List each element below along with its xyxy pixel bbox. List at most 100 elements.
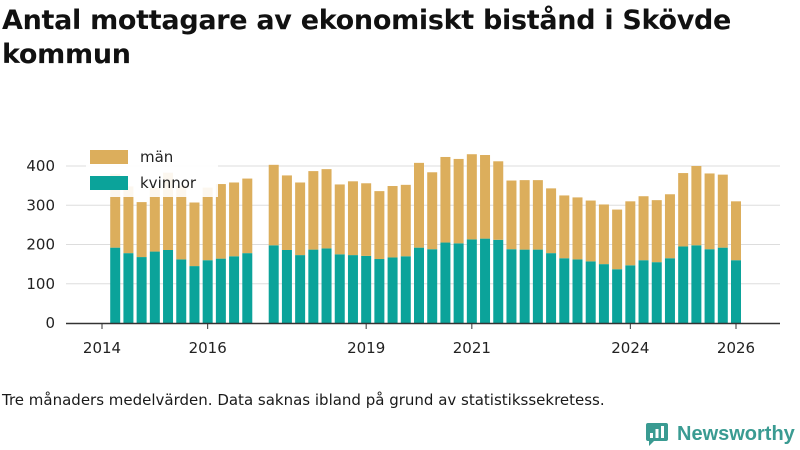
bar-kvinnor — [123, 253, 134, 323]
bar-kvinnor — [215, 258, 226, 323]
bar-kvinnor — [440, 242, 451, 323]
bar-man — [559, 195, 570, 259]
bar-man — [163, 172, 174, 250]
bar-man — [664, 194, 675, 259]
bar-man — [572, 197, 583, 260]
legend-label: kvinnor — [140, 174, 197, 192]
bar-kvinnor — [427, 249, 438, 323]
bar-kvinnor — [361, 255, 372, 323]
bar-man — [519, 180, 530, 250]
bar-kvinnor — [532, 249, 543, 323]
bar-man — [691, 166, 702, 246]
bar-man — [598, 204, 609, 265]
bar-kvinnor — [202, 260, 213, 323]
bar-man — [731, 201, 741, 261]
bar-kvinnor — [453, 243, 464, 323]
legend-label: män — [140, 148, 173, 166]
bar-kvinnor — [295, 255, 306, 323]
bar-kvinnor — [678, 246, 689, 323]
bar-man — [361, 183, 372, 256]
bar-kvinnor — [136, 257, 147, 323]
bar-man — [149, 187, 160, 252]
brand-name: Newsworthy — [677, 422, 795, 445]
x-tick-label: 2014 — [83, 339, 121, 357]
bar-man — [546, 188, 557, 254]
bar-kvinnor — [612, 269, 623, 323]
chart-title: Antal mottagare av ekonomiskt bistånd i … — [2, 5, 732, 70]
bar-kvinnor — [651, 262, 662, 323]
x-tick-label: 2021 — [453, 339, 491, 357]
bar-kvinnor — [308, 249, 319, 323]
bar-kvinnor — [506, 249, 517, 323]
bar-kvinnor — [598, 264, 609, 323]
newsworthy-brand[interactable]: Newsworthy — [645, 420, 795, 448]
bar-man — [136, 202, 147, 258]
bar-kvinnor — [387, 257, 398, 323]
bar-man — [612, 209, 623, 270]
bar-kvinnor — [347, 255, 358, 323]
bar-man — [110, 173, 121, 248]
x-tick-label: 2026 — [717, 339, 755, 357]
bar-kvinnor — [664, 258, 675, 323]
bar-kvinnor — [149, 251, 160, 323]
bar-kvinnor — [493, 239, 504, 323]
bar-kvinnor — [717, 247, 728, 323]
bar-man — [678, 173, 689, 247]
bar-man — [493, 161, 504, 240]
bar-kvinnor — [546, 253, 557, 323]
bar-kvinnor — [625, 265, 636, 323]
bar-kvinnor — [400, 256, 411, 323]
bar-kvinnor — [466, 239, 477, 323]
bar-man — [321, 169, 332, 249]
bar-man — [532, 180, 543, 250]
legend-swatch — [90, 176, 128, 190]
bar-kvinnor — [638, 260, 649, 323]
x-tick-label: 2019 — [347, 339, 385, 357]
bar-man — [414, 162, 424, 248]
bar-man — [295, 182, 306, 256]
bar-man — [374, 191, 385, 260]
bar-kvinnor — [176, 259, 187, 323]
bar-man — [585, 200, 596, 262]
bar-man — [453, 158, 464, 244]
bar-kvinnor — [585, 261, 596, 323]
bar-man — [651, 200, 662, 263]
bar-man — [400, 184, 411, 257]
bar-man — [281, 175, 292, 250]
bar-man — [229, 182, 240, 257]
legend-swatch — [90, 150, 128, 164]
bar-kvinnor — [519, 249, 530, 323]
bar-man — [638, 196, 649, 261]
y-tick-label: 400 — [26, 157, 55, 175]
bar-kvinnor — [321, 248, 332, 323]
newsworthy-logo-icon — [646, 423, 668, 446]
bar-kvinnor — [189, 266, 200, 323]
bar-man — [427, 172, 438, 250]
y-tick-label: 100 — [26, 275, 55, 293]
bar-kvinnor — [242, 253, 253, 323]
bar-man — [506, 180, 517, 250]
bar-kvinnor — [229, 256, 240, 323]
bar-man — [466, 154, 477, 240]
bar-man — [308, 171, 319, 250]
bar-man — [717, 174, 728, 248]
bar-kvinnor — [268, 245, 279, 323]
bar-kvinnor — [480, 238, 491, 323]
bar-man — [123, 186, 134, 254]
bar-man — [625, 201, 636, 266]
bar-man — [387, 186, 398, 258]
bar-man — [242, 178, 253, 254]
bar-man — [347, 181, 358, 256]
y-tick-label: 0 — [45, 314, 55, 332]
bar-kvinnor — [374, 259, 385, 323]
bar-kvinnor — [572, 259, 583, 323]
bar-kvinnor — [559, 258, 570, 323]
x-tick-label: 2016 — [189, 339, 227, 357]
bar-kvinnor — [163, 249, 174, 323]
y-tick-label: 200 — [26, 236, 55, 254]
bar-man — [268, 164, 279, 246]
bar-man — [176, 185, 187, 260]
bar-man — [215, 184, 226, 259]
bar-kvinnor — [334, 254, 345, 323]
bar-kvinnor — [110, 247, 121, 323]
